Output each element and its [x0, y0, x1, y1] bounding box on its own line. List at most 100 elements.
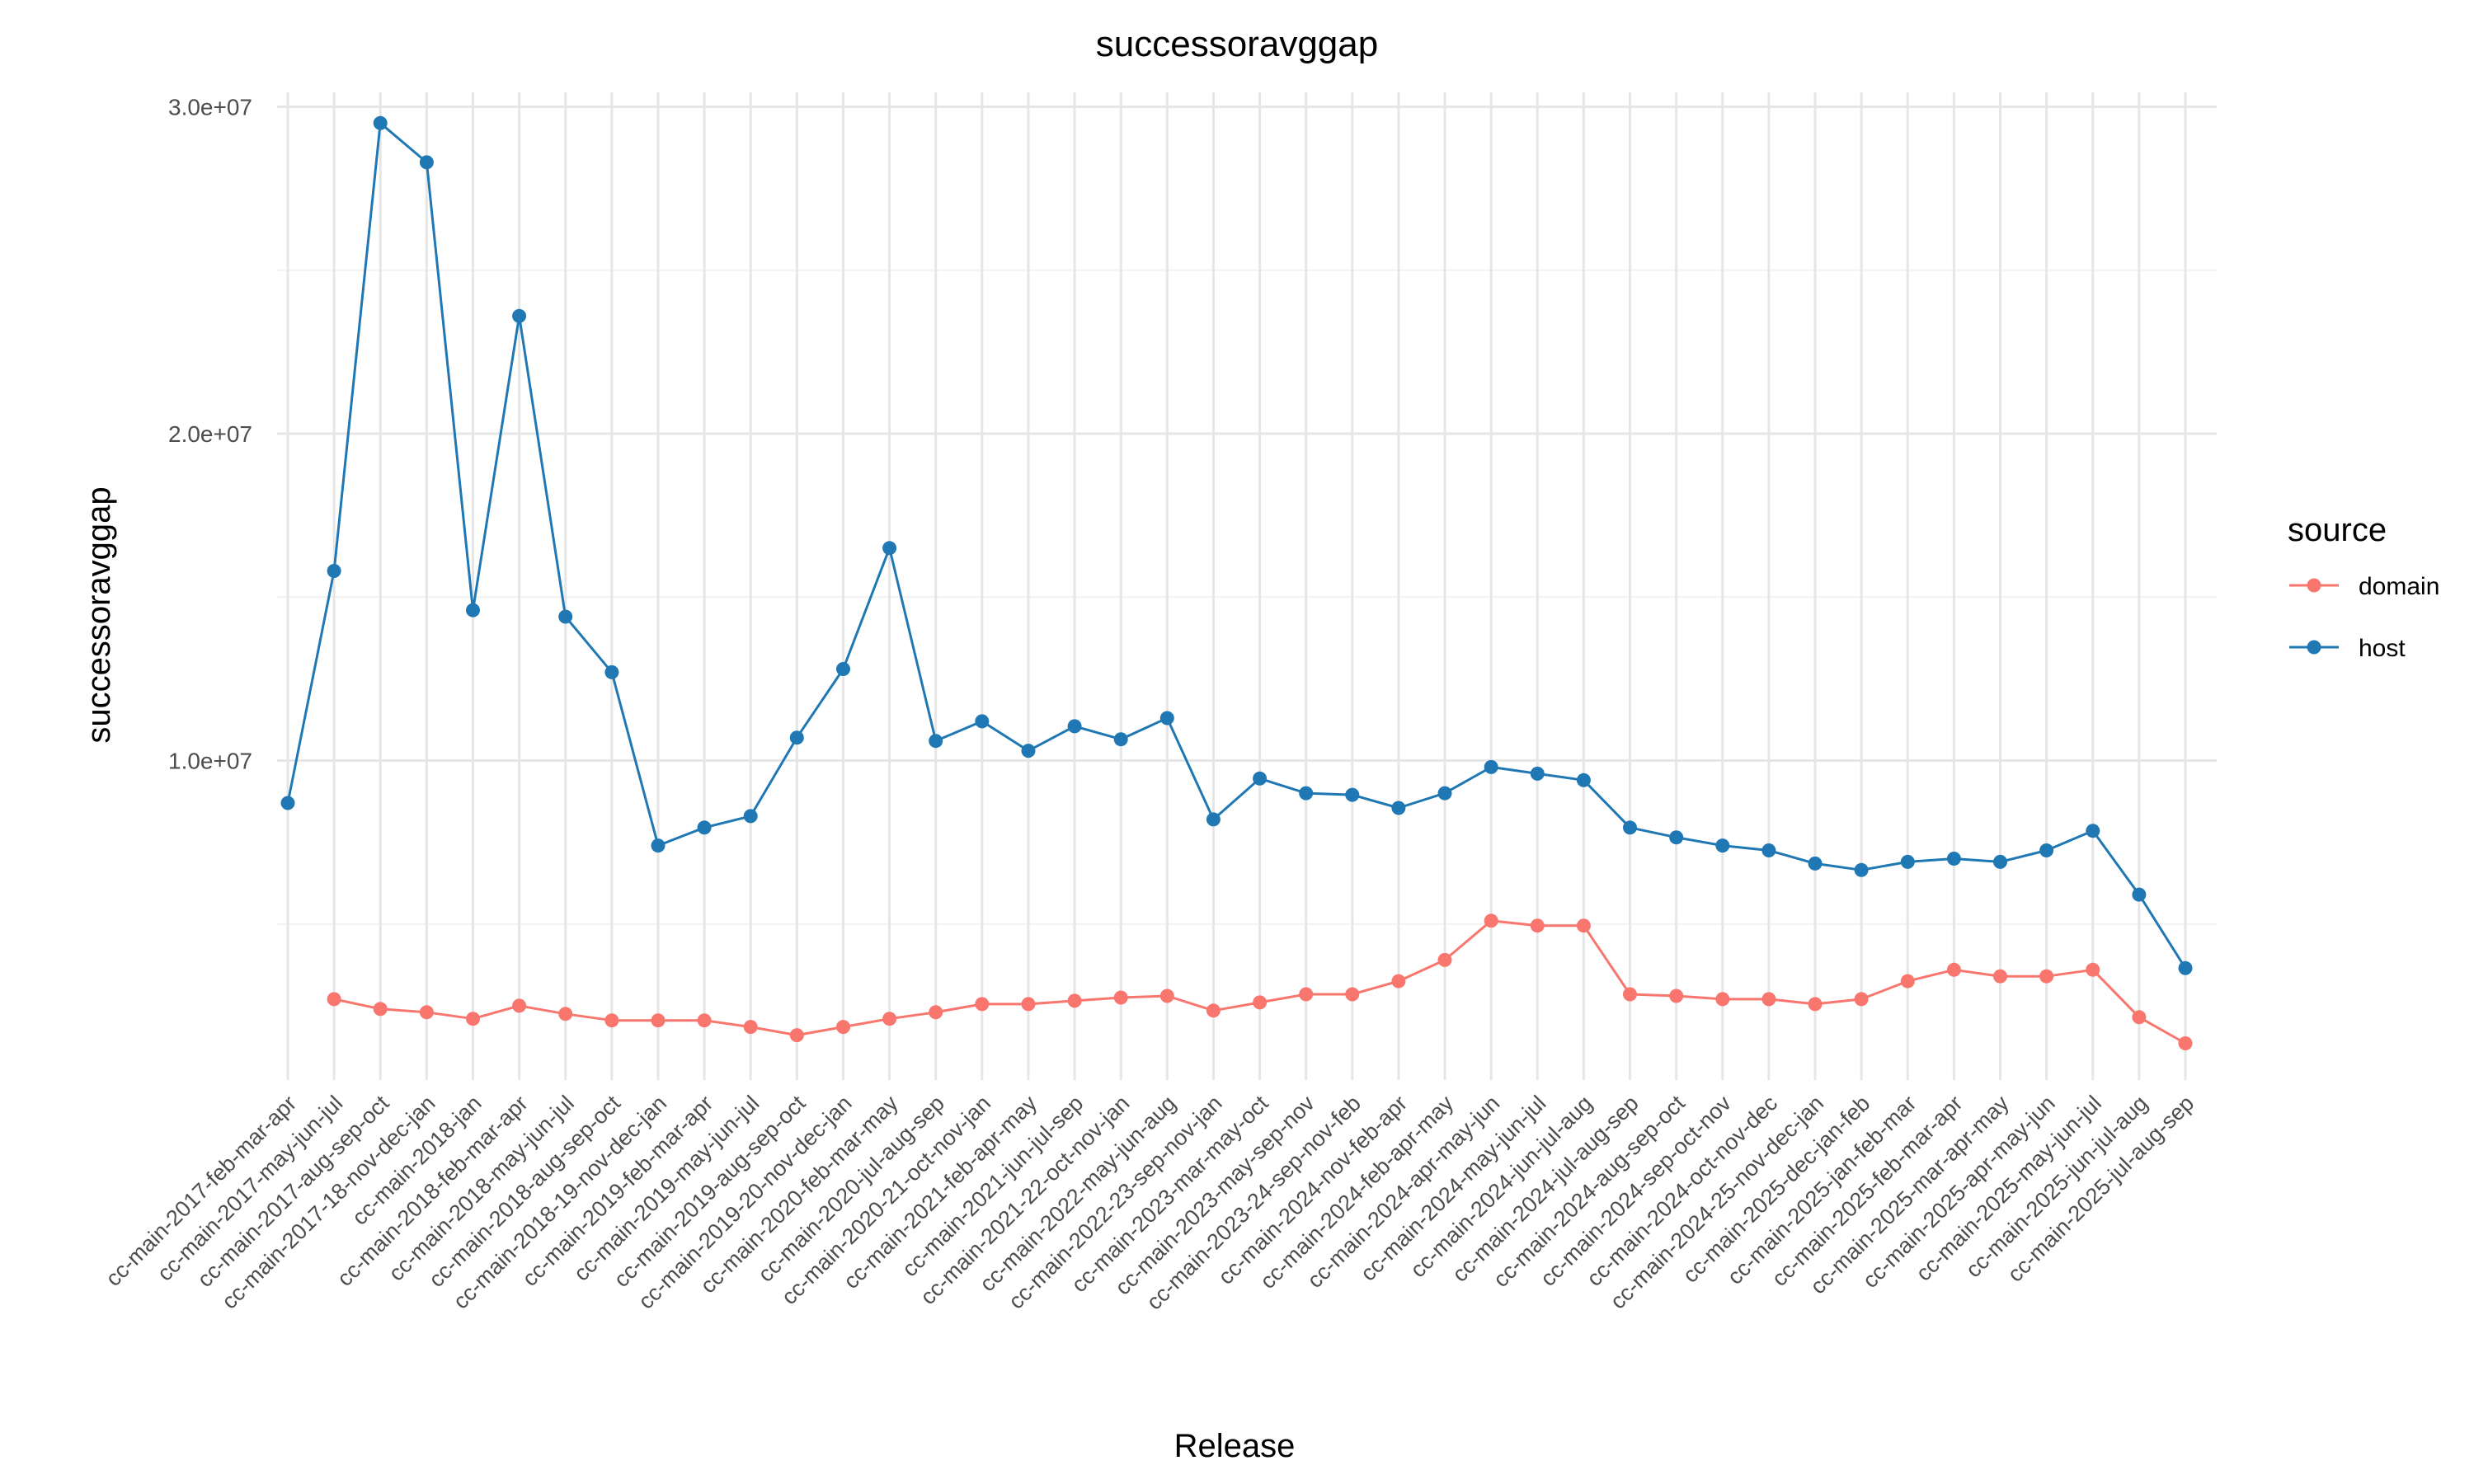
data-point-host	[1299, 786, 1314, 801]
data-point-domain	[1808, 997, 1823, 1012]
data-point-host	[1900, 854, 1915, 869]
data-point-host	[1067, 719, 1082, 734]
legend-label: host	[2359, 635, 2406, 662]
data-point-domain	[651, 1013, 666, 1028]
data-point-domain	[1345, 987, 1360, 1002]
data-point-domain	[1761, 992, 1776, 1007]
series-host	[280, 115, 2193, 975]
legend-item-domain: domain	[2289, 573, 2439, 600]
data-point-host	[1761, 843, 1776, 857]
data-point-domain	[2039, 969, 2054, 984]
data-point-domain	[1391, 974, 1406, 989]
data-point-host	[1159, 711, 1174, 726]
data-point-domain	[373, 1002, 388, 1017]
series-layer	[280, 115, 2193, 1050]
data-point-domain	[836, 1020, 850, 1035]
data-point-host	[1391, 801, 1406, 815]
y-axis-title: successoravggap	[81, 486, 117, 743]
grid-lines	[277, 92, 2217, 1080]
data-point-host	[1113, 732, 1128, 747]
data-point-host	[327, 564, 341, 578]
data-point-domain	[1530, 918, 1545, 933]
data-point-host	[1206, 812, 1221, 827]
legend-title: source	[2288, 512, 2387, 548]
data-point-host	[466, 603, 480, 618]
y-tick-label: 1.0e+07	[168, 749, 252, 774]
data-point-domain	[466, 1012, 480, 1026]
data-point-domain	[2178, 1036, 2193, 1050]
data-point-host	[512, 308, 527, 323]
data-point-host	[975, 714, 990, 729]
data-point-domain	[1854, 992, 1869, 1007]
data-point-host	[1946, 852, 1961, 866]
data-point-host	[1715, 838, 1730, 853]
data-point-domain	[1715, 992, 1730, 1007]
data-point-host	[1993, 854, 2007, 869]
data-point-domain	[1669, 989, 1684, 1003]
data-point-domain	[743, 1020, 758, 1035]
legend-key-point	[2307, 640, 2321, 655]
data-point-domain	[929, 1005, 943, 1020]
x-tick-label: cc-main-2017-may-jun-jul	[153, 1091, 348, 1286]
legend-label: domain	[2359, 573, 2439, 600]
data-point-host	[882, 541, 897, 556]
data-point-domain	[1299, 987, 1314, 1002]
data-point-host	[1253, 771, 1268, 786]
data-point-host	[2178, 960, 2193, 975]
data-point-domain	[1067, 993, 1082, 1008]
x-axis-title: Release	[1174, 1428, 1296, 1464]
y-tick-label: 2.0e+07	[168, 421, 252, 447]
data-point-host	[419, 155, 434, 170]
data-point-host	[1854, 862, 1869, 877]
data-point-domain	[697, 1013, 712, 1028]
data-point-domain	[558, 1007, 573, 1021]
data-point-host	[558, 609, 573, 624]
data-point-domain	[604, 1013, 619, 1028]
data-point-domain	[975, 997, 990, 1012]
series-line-host	[286, 121, 2187, 970]
data-point-domain	[1623, 987, 1637, 1002]
data-point-domain	[1437, 952, 1452, 967]
data-point-host	[697, 820, 712, 835]
data-point-domain	[2086, 962, 2100, 977]
data-point-host	[1669, 830, 1684, 845]
data-point-host	[1530, 766, 1545, 781]
chart-title: successoravggap	[1096, 24, 1378, 64]
data-point-domain	[1946, 962, 1961, 977]
data-point-host	[1623, 820, 1637, 835]
data-point-host	[280, 796, 295, 810]
data-point-host	[1437, 786, 1452, 801]
legend: source domain host	[2288, 512, 2439, 662]
series-domain	[327, 913, 2193, 1050]
data-point-domain	[1484, 913, 1498, 928]
data-point-host	[2086, 824, 2100, 838]
data-point-domain	[1159, 989, 1174, 1003]
data-point-host	[789, 730, 804, 745]
y-axis-ticks: 1.0e+07 2.0e+07 3.0e+07	[168, 95, 252, 774]
data-point-domain	[789, 1028, 804, 1043]
data-point-host	[1808, 856, 1823, 871]
data-point-host	[604, 665, 619, 679]
data-point-host	[1576, 773, 1591, 787]
legend-item-host: host	[2289, 635, 2406, 662]
data-point-domain	[2132, 1010, 2147, 1025]
data-point-domain	[1021, 997, 1036, 1012]
data-point-host	[743, 809, 758, 824]
data-point-domain	[419, 1005, 434, 1020]
data-point-host	[373, 115, 388, 130]
data-point-host	[1345, 787, 1360, 802]
data-point-domain	[1993, 969, 2007, 984]
data-point-domain	[882, 1012, 897, 1026]
data-point-domain	[512, 998, 527, 1013]
data-point-host	[1021, 744, 1036, 758]
legend-key-point	[2307, 578, 2321, 593]
data-point-host	[651, 838, 666, 853]
x-axis-ticks: cc-main-2017-feb-mar-aprcc-main-2017-may…	[101, 1091, 2199, 1315]
data-point-host	[1484, 759, 1498, 774]
data-point-host	[2039, 843, 2054, 857]
data-point-host	[929, 734, 943, 749]
data-point-host	[2132, 887, 2147, 902]
data-point-host	[836, 662, 850, 676]
